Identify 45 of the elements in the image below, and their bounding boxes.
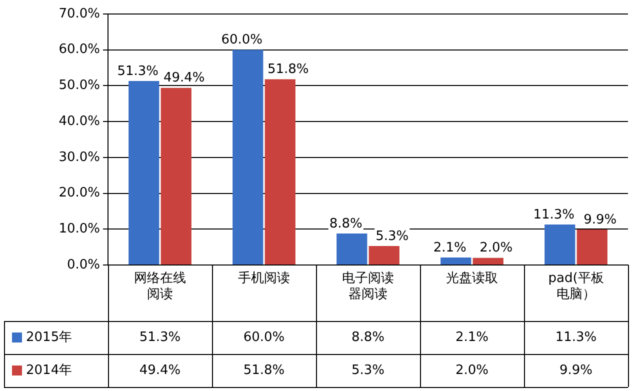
text: 11.3% <box>533 207 575 222</box>
bar <box>440 257 472 264</box>
bar <box>128 81 160 264</box>
data-label: 60.0% <box>243 330 285 345</box>
text: 60.0% <box>221 32 263 48</box>
bar <box>160 88 192 264</box>
y-tick-label: 10.0% <box>58 222 100 237</box>
y-tick-label: 20.0% <box>58 186 100 201</box>
text: 51.3% <box>117 64 159 79</box>
data-label: 2.0% <box>455 362 489 378</box>
bar <box>264 79 296 264</box>
bar <box>368 246 400 264</box>
data-label: 5.3% <box>351 362 385 378</box>
x-tick-label: pad(平板电脑） <box>548 271 604 302</box>
data-label: 49.4% <box>139 362 181 378</box>
x-tick-label: 电子阅读器阅读 <box>342 271 394 302</box>
text: 2.1% <box>433 240 466 256</box>
bar <box>472 258 504 264</box>
data-label: 51.8% <box>243 362 285 378</box>
data-label: 11.3% <box>555 330 597 345</box>
data-label: 51.3% <box>139 330 181 345</box>
text: 5.3% <box>376 228 409 244</box>
bar <box>232 50 264 264</box>
data-label: 9.9% <box>559 362 593 378</box>
y-tick-label: 50.0% <box>58 78 100 94</box>
y-tick-label: 60.0% <box>58 42 100 58</box>
bar <box>544 224 576 264</box>
x-tick-label: 手机阅读 <box>238 271 290 286</box>
x-tick-label: 网络在线阅读 <box>134 271 186 302</box>
text: 8.8% <box>329 216 362 232</box>
y-tick-label: 40.0% <box>58 114 100 129</box>
text: 2.0% <box>480 240 513 256</box>
text: 9.9% <box>584 212 617 228</box>
text: 49.4% <box>163 70 205 86</box>
x-tick-label: 光盘读取 <box>446 271 498 286</box>
data-label: 2.1% <box>455 330 489 345</box>
y-tick-label: 30.0% <box>58 150 100 165</box>
y-tick-label: 70.0% <box>58 6 100 22</box>
bar <box>336 233 368 264</box>
data-label: 8.8% <box>351 330 385 345</box>
text: 51.8% <box>267 62 309 78</box>
legend-label: 2014年 <box>26 362 72 378</box>
legend-label: 2015年 <box>26 330 72 345</box>
y-tick-label: 0.0% <box>66 257 100 272</box>
bar <box>576 230 608 264</box>
